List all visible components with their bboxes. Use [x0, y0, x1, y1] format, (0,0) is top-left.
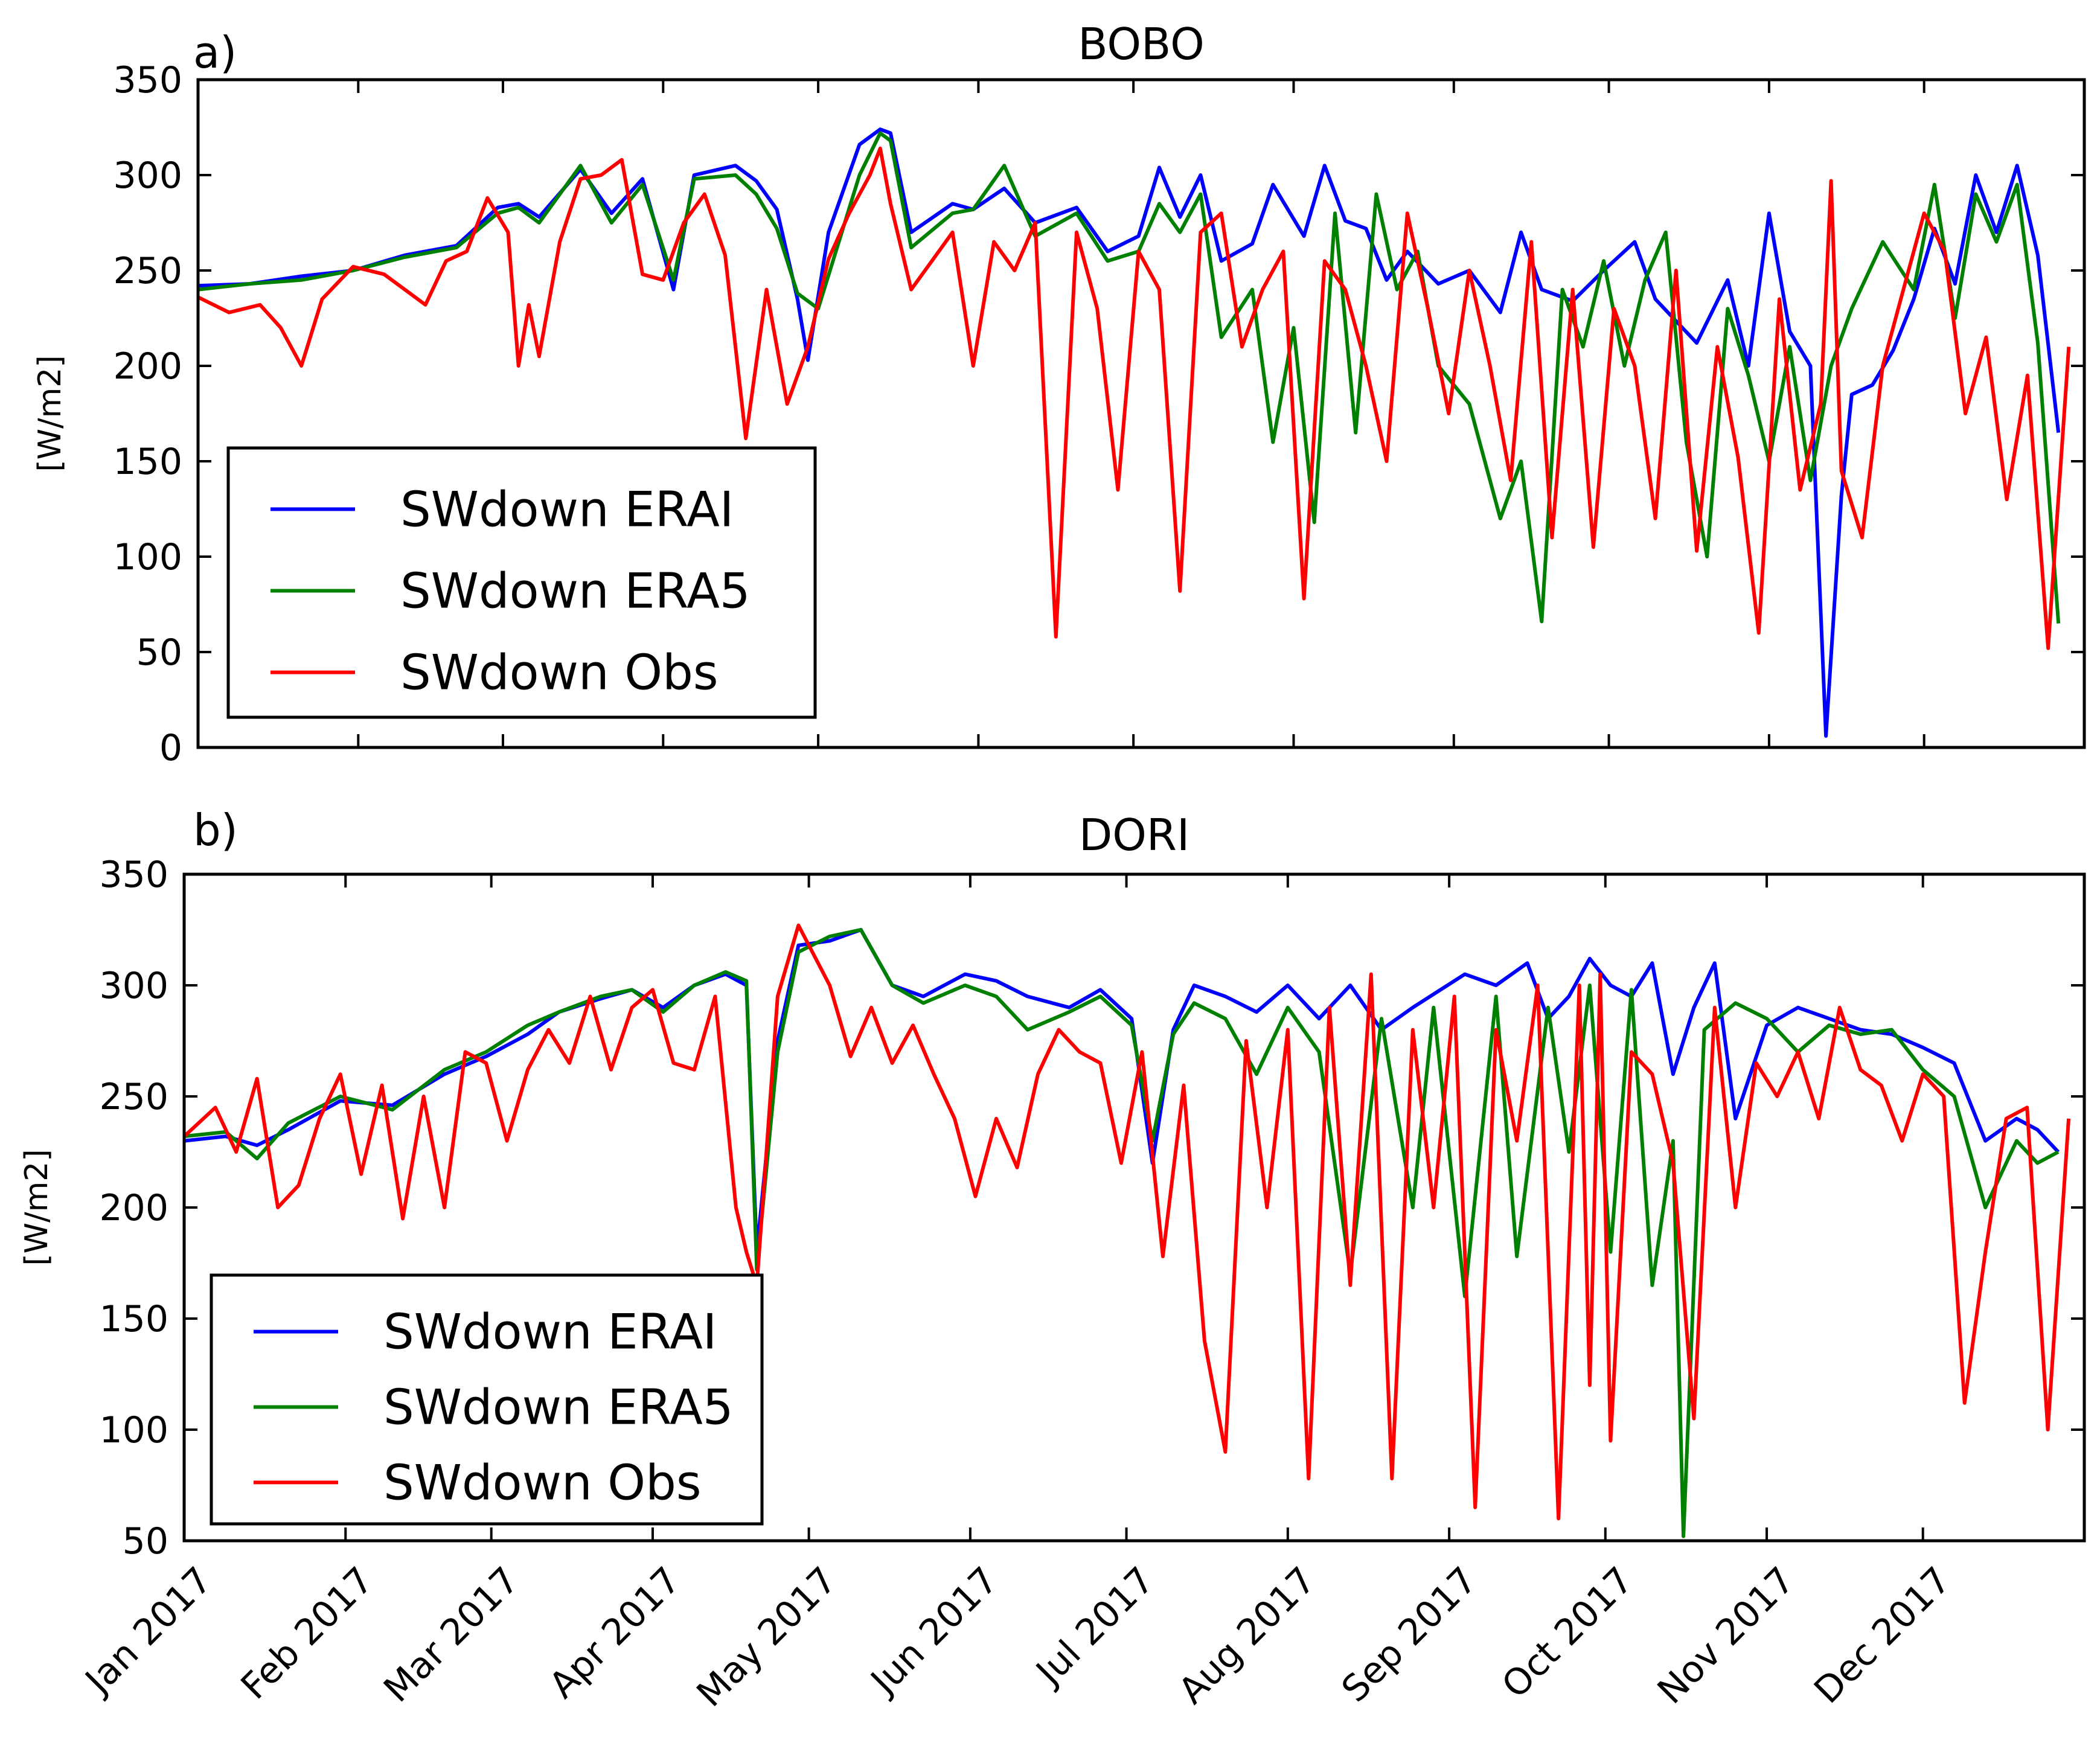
legend-label: SWdown Obs [400, 645, 719, 701]
x-tick-label: Feb 2017 [233, 1559, 382, 1707]
y-axis-label: [W/m2] [19, 1149, 55, 1265]
legend-label: SWdown ERA5 [400, 563, 751, 619]
legend-label: SWdown ERA5 [383, 1379, 734, 1435]
y-tick-label: 0 [159, 727, 182, 769]
x-tick-label: Dec 2017 [1806, 1559, 1959, 1712]
x-tick-label: Jun 2017 [862, 1559, 1007, 1704]
y-tick-label: 350 [113, 59, 182, 101]
y-tick-label: 300 [113, 155, 182, 197]
axes-frame [196, 78, 2086, 749]
y-tick-label: 200 [99, 1187, 168, 1229]
y-tick-label: 250 [99, 1076, 168, 1118]
y-tick-label: 350 [99, 854, 168, 896]
y-tick-label: 50 [136, 632, 182, 674]
y-tick-label: 150 [113, 441, 182, 483]
x-tick-label: May 2017 [689, 1559, 845, 1715]
panel-dori: 50 100 150 200 250 300 350 Jan 2017 Feb 2017Mar … [19, 805, 2086, 1715]
y-tick-label: 150 [99, 1298, 168, 1340]
x-tick-label: Oct 2017 [1494, 1559, 1641, 1706]
x-tick-label: Nov 2017 [1650, 1559, 1803, 1712]
x-tick-label: Jul 2017 [1026, 1559, 1162, 1695]
y-tick-label: 200 [113, 345, 182, 388]
chart-title: DORI [1079, 810, 1189, 860]
x-tick-label: Aug 2017 [1171, 1559, 1324, 1712]
series-line-swdown-era5 [198, 131, 2061, 624]
legend-label: SWdown ERAI [400, 481, 734, 537]
y-tick-label: 100 [99, 1409, 168, 1451]
y-tick-label: 100 [113, 536, 182, 578]
x-tick-label: Mar 2017 [376, 1559, 527, 1710]
y-axis-label: [W/m2] [32, 355, 68, 472]
x-tick-label: Sep 2017 [1334, 1559, 1485, 1710]
x-tick-label: Jan 2017 [76, 1559, 220, 1703]
panel-label: b) [193, 805, 238, 856]
legend: SWdown ERAI SWdown ERA5 SWdown Obs [226, 446, 817, 719]
series-line-swdown-obs [184, 923, 2071, 1521]
panel-label: a) [193, 27, 237, 78]
series-line-swdown-era5 [184, 928, 2060, 1538]
y-tick-label: 300 [99, 965, 168, 1007]
chart-title: BOBO [1078, 19, 1205, 69]
legend: SWdown ERAI SWdown ERA5 SWdown Obs [210, 1273, 764, 1526]
legend-label: SWdown ERAI [383, 1304, 717, 1360]
series-line-swdown-obs [198, 146, 2071, 650]
legend-label: SWdown Obs [383, 1454, 702, 1511]
x-tick-label: Apr 2017 [541, 1559, 688, 1706]
y-tick-label: 250 [113, 250, 182, 292]
panel-bobo: 0 50 100 150 200 250 300 350 BOBO a) [W/m2] SWdown … [32, 19, 2086, 769]
y-tick-label: 50 [123, 1520, 168, 1562]
